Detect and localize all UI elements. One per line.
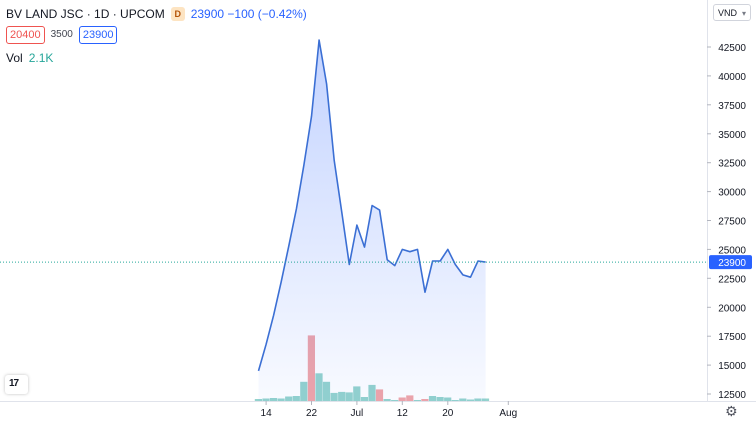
tradingview-logo-icon[interactable]: 17 [5, 375, 28, 394]
y-tick-label: 17500 [718, 332, 746, 343]
x-tick-label: Aug [499, 408, 517, 419]
y-tick-label: 12500 [718, 390, 746, 401]
volume-label[interactable]: Vol [6, 51, 23, 65]
spread-value: 3500 [50, 29, 73, 40]
price-change: 23900 −100 (−0.42%) [190, 7, 307, 21]
chart-legend: BV LAND JSC · 1D · UPCOM D 23900 −100 (−… [6, 6, 307, 66]
volume-bar [254, 399, 262, 401]
legend-quote-row: 20400 3500 23900 [6, 26, 307, 44]
bid-box[interactable]: 20400 [6, 26, 45, 44]
y-tick-label: 42500 [718, 43, 746, 54]
price-line [257, 39, 486, 372]
y-tick-label: 37500 [718, 101, 746, 112]
delayed-badge[interactable]: D [170, 7, 185, 21]
currency-label: VND [718, 8, 738, 18]
y-tick-label: 30000 [718, 188, 746, 199]
x-tick-label: Jul [351, 408, 364, 419]
y-tick-label: 40000 [718, 72, 746, 83]
chevron-down-icon: ▾ [741, 9, 746, 18]
ask-box[interactable]: 23900 [78, 26, 118, 44]
symbol-title[interactable]: BV LAND JSC · 1D · UPCOM [6, 7, 165, 21]
last-price-label-bg [709, 255, 752, 270]
y-tick-label: 15000 [718, 361, 746, 372]
x-tick-label: 14 [261, 408, 273, 419]
x-tick-label: 12 [397, 408, 409, 419]
y-tick-label: 32500 [718, 159, 746, 170]
currency-selector[interactable]: VND ▾ [713, 4, 751, 21]
y-tick-label: 27500 [718, 217, 746, 228]
y-tick-label: 22500 [718, 274, 746, 285]
y-tick-label: 20000 [718, 303, 746, 314]
price-area-fill [258, 40, 486, 401]
y-tick-label: 35000 [718, 130, 746, 141]
last-price-label: 23900 [718, 258, 746, 269]
logo-text: 17 [9, 378, 19, 389]
y-tick-label: 25000 [718, 245, 746, 256]
x-tick-label: 22 [306, 408, 318, 419]
volume-legend: Vol 2.1K [6, 50, 307, 66]
legend-header: BV LAND JSC · 1D · UPCOM D 23900 −100 (−… [6, 6, 307, 22]
volume-value: 2.1K [28, 51, 54, 65]
gear-icon[interactable]: ⚙ [725, 403, 738, 419]
x-tick-label: 20 [442, 408, 454, 419]
